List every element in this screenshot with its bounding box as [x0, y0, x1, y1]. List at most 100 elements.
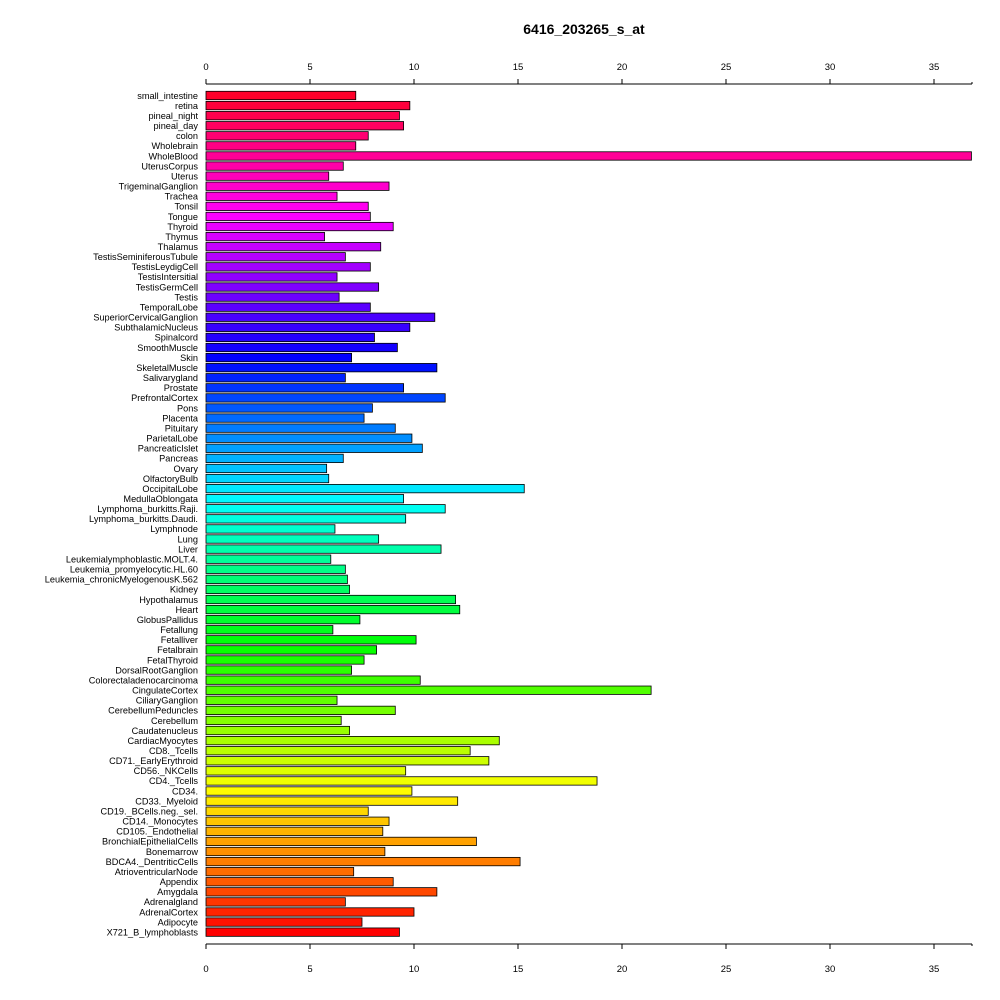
chart-title: 6416_203265_s_at — [523, 21, 645, 37]
category-label: CD33._Myeloid — [135, 796, 198, 806]
category-label: Thyroid — [167, 222, 198, 232]
category-label: Ovary — [173, 464, 198, 474]
top-x-axis: 0 5 10 15 20 25 30 35 — [203, 62, 973, 85]
bar — [205, 897, 346, 907]
category-label: Tonsil — [175, 202, 199, 212]
category-label: Caudatenucleus — [132, 726, 199, 736]
category-label: Leukemia_chronicMyelogenousK.562 — [45, 575, 198, 585]
category-label: CardiacMyocytes — [128, 736, 199, 746]
bottom-axis-tick-label: 20 — [617, 964, 628, 975]
category-label: DorsalRootGanglion — [115, 665, 198, 675]
bar — [205, 675, 421, 685]
category-label: Prostate — [164, 383, 198, 393]
bar — [205, 312, 436, 322]
bar — [205, 604, 461, 615]
bar — [205, 786, 413, 796]
bar — [205, 494, 405, 504]
bar — [205, 927, 400, 937]
bar — [205, 201, 369, 211]
category-label: Liver — [178, 544, 198, 554]
category-label: FetalThyroid — [147, 655, 198, 665]
category-label: ParietalLobe — [146, 434, 198, 444]
category-label: Amygdala — [157, 887, 199, 897]
category-label: small_intestine — [137, 91, 198, 101]
category-label: Thalamus — [158, 242, 199, 252]
bar — [205, 141, 357, 151]
top-axis-tick-label: 15 — [513, 62, 524, 73]
bar — [205, 393, 446, 403]
bar — [205, 473, 330, 484]
bar — [205, 877, 394, 887]
top-axis-tick-label: 0 — [203, 62, 208, 73]
bar — [205, 826, 384, 836]
category-label: Fetallung — [160, 625, 198, 635]
category-label: Hypothalamus — [139, 595, 198, 605]
category-label: CingulateCortex — [132, 686, 198, 696]
category-label: pineal_night — [148, 111, 198, 121]
category-label: Thymus — [165, 232, 198, 242]
bar — [205, 867, 355, 877]
category-label: CD56._NKCells — [134, 766, 199, 776]
category-label: Lymphnode — [150, 524, 198, 534]
category-label: Heart — [176, 605, 199, 615]
category-label: Leukemia_promyelocytic.HL.60 — [70, 565, 198, 575]
bar — [205, 574, 348, 584]
bar — [205, 413, 365, 423]
category-label: Testis — [175, 292, 199, 302]
category-label: Trachea — [165, 192, 199, 202]
category-label: TrigeminalGanglion — [119, 182, 198, 192]
bar — [205, 151, 972, 161]
bar — [205, 403, 373, 413]
bar — [205, 594, 457, 605]
bar — [205, 131, 369, 141]
category-label: AtrioventricularNode — [115, 867, 198, 877]
bar — [205, 725, 350, 736]
category-label: Placenta — [162, 413, 199, 423]
category-label: Cerebellum — [151, 716, 198, 726]
category-label: Skin — [180, 353, 198, 363]
bar — [205, 211, 371, 222]
bar — [205, 695, 338, 705]
bar — [205, 221, 394, 232]
category-label: GlobusPallidus — [137, 615, 199, 625]
bar — [205, 242, 382, 252]
bar — [205, 816, 390, 826]
bar — [205, 302, 371, 312]
category-label: TemporalLobe — [140, 302, 198, 312]
category-label: Lymphoma_burkitts.Raji. — [97, 504, 198, 514]
bar — [205, 272, 338, 282]
category-label: OccipitalLobe — [142, 484, 198, 494]
bar — [205, 332, 375, 343]
category-label: BDCA4._DentriticCells — [106, 857, 199, 867]
category-label: X721_B_lymphoblasts — [107, 927, 199, 937]
bar — [205, 554, 332, 564]
bar — [205, 917, 363, 927]
bar — [205, 443, 423, 453]
category-label: CD4._Tcells — [149, 776, 198, 786]
bar — [205, 584, 350, 595]
bar — [205, 524, 336, 534]
bar — [205, 635, 417, 645]
bar — [205, 685, 652, 695]
bar — [205, 776, 598, 786]
category-label: colon — [176, 131, 198, 141]
bar — [205, 655, 365, 665]
bar — [205, 191, 338, 201]
bar — [205, 665, 353, 675]
bar — [205, 846, 386, 857]
bar — [205, 645, 377, 655]
bar — [205, 423, 396, 433]
bar — [205, 796, 459, 806]
category-label: Adrenalgland — [144, 897, 198, 907]
bar — [205, 252, 346, 262]
category-label: Pituitary — [165, 423, 199, 433]
category-label: SkeletalMuscle — [136, 363, 198, 373]
category-label: TestisSeminiferousTubule — [93, 252, 198, 262]
category-label: OlfactoryBulb — [143, 474, 198, 484]
category-label: PancreaticIslet — [138, 444, 199, 454]
category-label: CD14._Monocytes — [122, 817, 198, 827]
bar — [205, 887, 438, 897]
category-label: Colorectaladenocarcinoma — [89, 675, 199, 685]
bar — [205, 171, 330, 181]
